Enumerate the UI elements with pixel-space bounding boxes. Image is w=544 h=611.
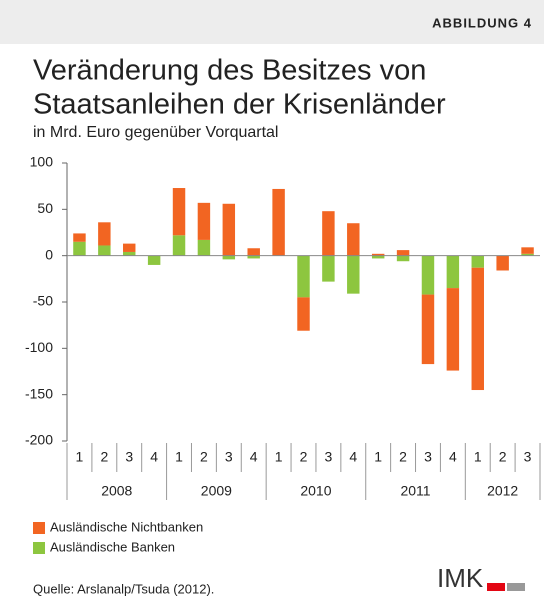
bar [347,223,360,256]
bar [396,250,410,256]
x-tick-label: 3 [125,449,133,465]
chart-subtitle: in Mrd. Euro gegenüber Vorquartal [33,124,278,141]
y-tick-label: -200 [25,432,53,448]
group-label: 2010 [300,483,331,499]
logo-block [487,583,505,591]
source: Quelle: Arslanalp/Tsuda (2012). [33,581,214,596]
x-tick-label: 1 [474,449,482,465]
x-tick-label: 4 [449,449,457,465]
bar [123,251,136,256]
bar [371,253,385,256]
x-tick-label: 3 [524,449,532,465]
y-tick-label: -100 [25,339,53,355]
bar [123,243,136,252]
x-tick-label: 1 [374,449,382,465]
y-tick-label: 50 [37,200,53,216]
chart-title: Staatsanleihen der Krisenländer [33,89,446,121]
x-tick-label: 1 [275,449,283,465]
group-label: 2012 [487,483,518,499]
y-tick-label: 100 [30,154,54,170]
x-tick-label: 2 [499,449,507,465]
header-band [0,0,544,44]
x-tick-label: 2 [100,449,108,465]
logo-block [507,583,525,591]
x-tick-label: 2 [200,449,208,465]
legend-swatch [33,522,45,534]
bar [98,222,111,246]
figure-label: ABBILDUNG 4 [432,15,532,30]
x-tick-label: 4 [250,449,258,465]
bar [322,211,335,256]
chart-title: Veränderung des Besitzes von [33,55,426,87]
group-label: 2008 [101,483,132,499]
x-tick-label: 2 [399,449,407,465]
bar [272,188,285,256]
bar [172,188,186,236]
x-tick-label: 3 [424,449,432,465]
bar [496,255,509,271]
legend-label: Ausländische Banken [50,539,175,554]
bar [247,248,260,256]
bar [396,255,410,262]
bar [297,297,310,331]
bar [421,255,435,295]
bar [73,241,86,256]
group-label: 2011 [400,483,430,499]
x-tick-label: 1 [175,449,183,465]
bar [371,255,385,259]
bar [521,247,534,254]
bar [471,267,484,391]
bar [73,233,86,242]
bar [147,255,161,265]
bar [247,255,260,259]
bar [322,255,335,282]
y-tick-label: -150 [25,385,53,401]
bar [347,255,360,294]
legend-label: Ausländische Nichtbanken [50,519,203,534]
bar [446,255,460,289]
x-tick-label: 4 [349,449,357,465]
bar [222,255,236,260]
y-tick-label: 0 [45,246,53,262]
logo: IMK [437,563,484,593]
bar [521,253,534,256]
bar [222,203,236,256]
y-tick-label: -50 [33,293,53,309]
bar [446,288,460,371]
x-tick-label: 4 [150,449,158,465]
legend-swatch [33,542,45,554]
x-tick-label: 1 [76,449,84,465]
bar [172,235,186,256]
bar [197,202,211,240]
bar [421,294,435,365]
group-label: 2009 [201,483,232,499]
bar [98,245,111,256]
x-tick-label: 2 [300,449,308,465]
x-tick-label: 3 [324,449,332,465]
bar [297,255,310,298]
bar [471,255,484,268]
x-tick-label: 3 [225,449,233,465]
bar [197,239,211,256]
